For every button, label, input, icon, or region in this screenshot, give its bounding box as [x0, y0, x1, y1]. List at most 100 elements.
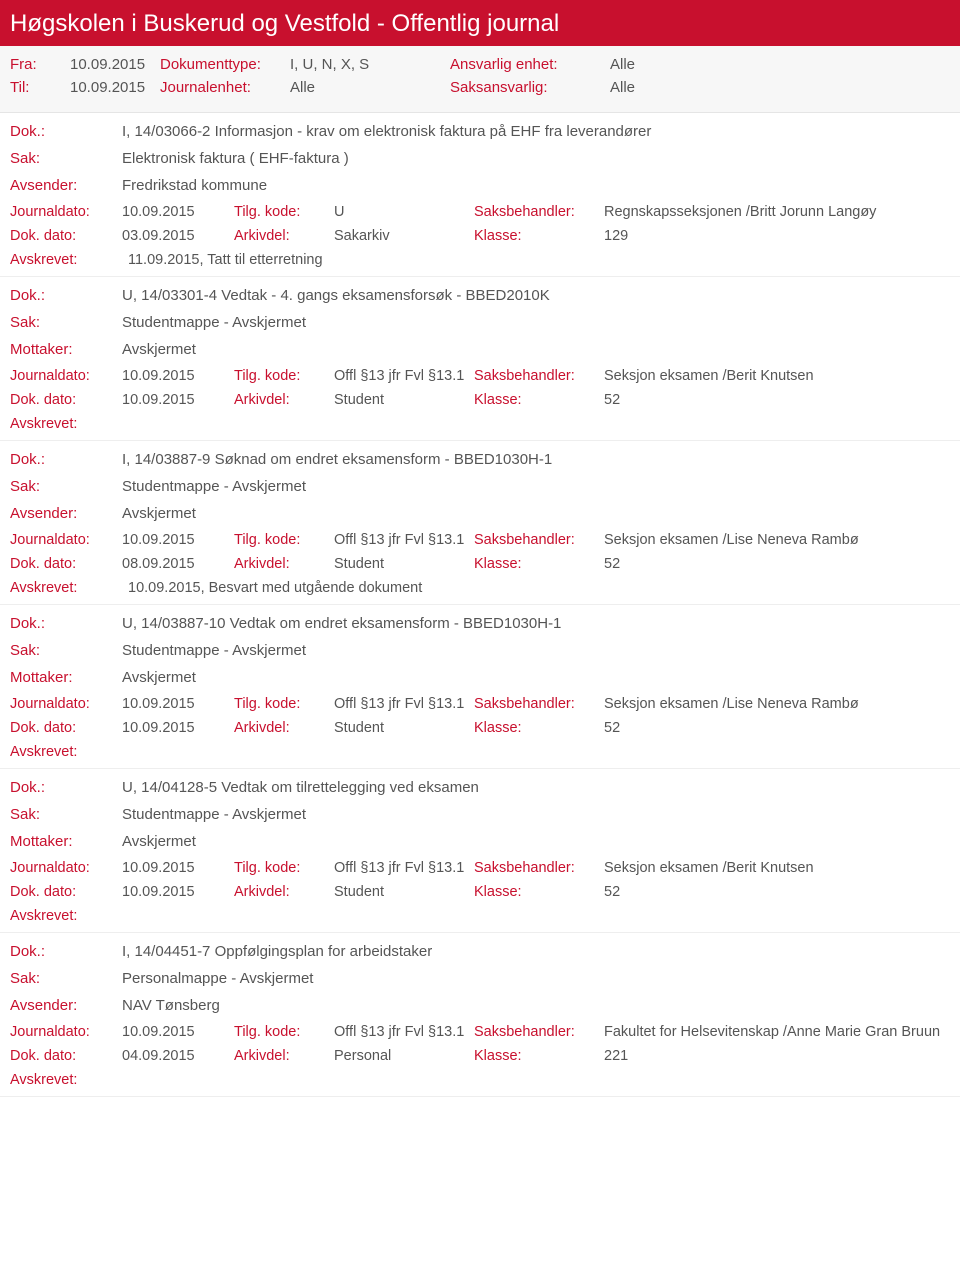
saksbehandler-label: Saksbehandler:: [474, 696, 604, 712]
dokdato-label: Dok. dato:: [10, 1048, 122, 1064]
sak-label: Sak:: [10, 806, 122, 823]
dok-value: I, 14/04451-7 Oppfølgingsplan for arbeid…: [122, 943, 950, 960]
arkivdel-value: Personal: [334, 1048, 474, 1064]
dokdato-value: 04.09.2015: [122, 1048, 234, 1064]
dok-label: Dok.:: [10, 779, 122, 796]
tilgkode-label: Tilg. kode:: [234, 368, 334, 384]
party-value: Avskjermet: [122, 669, 950, 686]
avskrevet-label: Avskrevet:: [10, 744, 122, 760]
dokdato-label: Dok. dato:: [10, 556, 122, 572]
klasse-value: 52: [604, 392, 950, 408]
journaldato-value: 10.09.2015: [122, 1024, 234, 1040]
dok-value: U, 14/03301-4 Vedtak - 4. gangs eksamens…: [122, 287, 950, 304]
til-value: 10.09.2015: [70, 79, 160, 96]
journaldato-value: 10.09.2015: [122, 532, 234, 548]
saksbehandler-value: Seksjon eksamen /Berit Knutsen: [604, 368, 950, 384]
klasse-value: 221: [604, 1048, 950, 1064]
tilgkode-label: Tilg. kode:: [234, 860, 334, 876]
arkivdel-value: Student: [334, 556, 474, 572]
sak-value: Studentmappe - Avskjermet: [122, 806, 950, 823]
klasse-value: 129: [604, 228, 950, 244]
tilgkode-value: Offl §13 jfr Fvl §13.1: [334, 860, 474, 876]
dok-value: I, 14/03066-2 Informasjon - krav om elek…: [122, 123, 950, 140]
dok-label: Dok.:: [10, 615, 122, 632]
dok-value: U, 14/03887-10 Vedtak om endret eksamens…: [122, 615, 950, 632]
tilgkode-value: Offl §13 jfr Fvl §13.1: [334, 368, 474, 384]
journaldato-label: Journaldato:: [10, 204, 122, 220]
arkivdel-value: Student: [334, 392, 474, 408]
dok-value: I, 14/03887-9 Søknad om endret eksamensf…: [122, 451, 950, 468]
journal-entry: Dok.: U, 14/04128-5 Vedtak om tilrettele…: [0, 769, 960, 933]
filter-panel: Fra: 10.09.2015 Dokumenttype: I, U, N, X…: [0, 46, 960, 113]
dokdato-value: 10.09.2015: [122, 720, 234, 736]
dokdato-value: 08.09.2015: [122, 556, 234, 572]
journal-entry: Dok.: I, 14/03887-9 Søknad om endret eks…: [0, 441, 960, 605]
arkivdel-label: Arkivdel:: [234, 556, 334, 572]
journaldato-label: Journaldato:: [10, 860, 122, 876]
sak-label: Sak:: [10, 150, 122, 167]
sak-label: Sak:: [10, 642, 122, 659]
party-value: Avskjermet: [122, 833, 950, 850]
arkivdel-label: Arkivdel:: [234, 1048, 334, 1064]
sak-label: Sak:: [10, 970, 122, 987]
journaldato-value: 10.09.2015: [122, 696, 234, 712]
doktype-label: Dokumenttype:: [160, 56, 290, 73]
klasse-label: Klasse:: [474, 556, 604, 572]
tilgkode-label: Tilg. kode:: [234, 204, 334, 220]
klasse-label: Klasse:: [474, 720, 604, 736]
avskrevet-label: Avskrevet:: [10, 252, 122, 268]
journaldato-label: Journaldato:: [10, 532, 122, 548]
arkivdel-value: Sakarkiv: [334, 228, 474, 244]
saksbehandler-value: Fakultet for Helsevitenskap /Anne Marie …: [604, 1024, 950, 1040]
arkivdel-label: Arkivdel:: [234, 884, 334, 900]
dokdato-value: 10.09.2015: [122, 392, 234, 408]
sak-value: Personalmappe - Avskjermet: [122, 970, 950, 987]
journaldato-value: 10.09.2015: [122, 204, 234, 220]
saksansvarlig-label: Saksansvarlig:: [450, 79, 610, 96]
saksbehandler-value: Regnskapsseksjonen /Britt Jorunn Langøy: [604, 204, 950, 220]
sak-value: Studentmappe - Avskjermet: [122, 478, 950, 495]
ansvarlig-label: Ansvarlig enhet:: [450, 56, 610, 73]
arkivdel-value: Student: [334, 720, 474, 736]
tilgkode-label: Tilg. kode:: [234, 1024, 334, 1040]
saksbehandler-label: Saksbehandler:: [474, 532, 604, 548]
klasse-label: Klasse:: [474, 392, 604, 408]
dok-label: Dok.:: [10, 287, 122, 304]
party-label: Avsender:: [10, 177, 122, 194]
saksbehandler-label: Saksbehandler:: [474, 204, 604, 220]
party-label: Avsender:: [10, 997, 122, 1014]
arkivdel-value: Student: [334, 884, 474, 900]
journal-entry: Dok.: U, 14/03301-4 Vedtak - 4. gangs ek…: [0, 277, 960, 441]
ansvarlig-value: Alle: [610, 56, 635, 73]
doktype-value: I, U, N, X, S: [290, 56, 450, 73]
avskrevet-label: Avskrevet:: [10, 1072, 122, 1088]
tilgkode-label: Tilg. kode:: [234, 696, 334, 712]
journal-entry: Dok.: I, 14/03066-2 Informasjon - krav o…: [0, 113, 960, 277]
party-value: Avskjermet: [122, 505, 950, 522]
saksbehandler-value: Seksjon eksamen /Lise Neneva Rambø: [604, 696, 950, 712]
dokdato-label: Dok. dato:: [10, 392, 122, 408]
dok-label: Dok.:: [10, 123, 122, 140]
saksbehandler-label: Saksbehandler:: [474, 1024, 604, 1040]
avskrevet-value: 11.09.2015, Tatt til etterretning: [122, 252, 323, 268]
dokdato-label: Dok. dato:: [10, 720, 122, 736]
sak-value: Studentmappe - Avskjermet: [122, 314, 950, 331]
party-label: Avsender:: [10, 505, 122, 522]
dok-value: U, 14/04128-5 Vedtak om tilrettelegging …: [122, 779, 950, 796]
party-label: Mottaker:: [10, 341, 122, 358]
dokdato-value: 03.09.2015: [122, 228, 234, 244]
saksbehandler-label: Saksbehandler:: [474, 860, 604, 876]
party-value: NAV Tønsberg: [122, 997, 950, 1014]
sak-label: Sak:: [10, 314, 122, 331]
arkivdel-label: Arkivdel:: [234, 228, 334, 244]
tilgkode-value: Offl §13 jfr Fvl §13.1: [334, 696, 474, 712]
journaldato-value: 10.09.2015: [122, 860, 234, 876]
dok-label: Dok.:: [10, 943, 122, 960]
journaldato-label: Journaldato:: [10, 368, 122, 384]
avskrevet-label: Avskrevet:: [10, 580, 122, 596]
dokdato-label: Dok. dato:: [10, 884, 122, 900]
tilgkode-value: Offl §13 jfr Fvl §13.1: [334, 1024, 474, 1040]
avskrevet-value: 10.09.2015, Besvart med utgående dokumen…: [122, 580, 422, 596]
fra-label: Fra:: [10, 56, 70, 73]
party-value: Fredrikstad kommune: [122, 177, 950, 194]
